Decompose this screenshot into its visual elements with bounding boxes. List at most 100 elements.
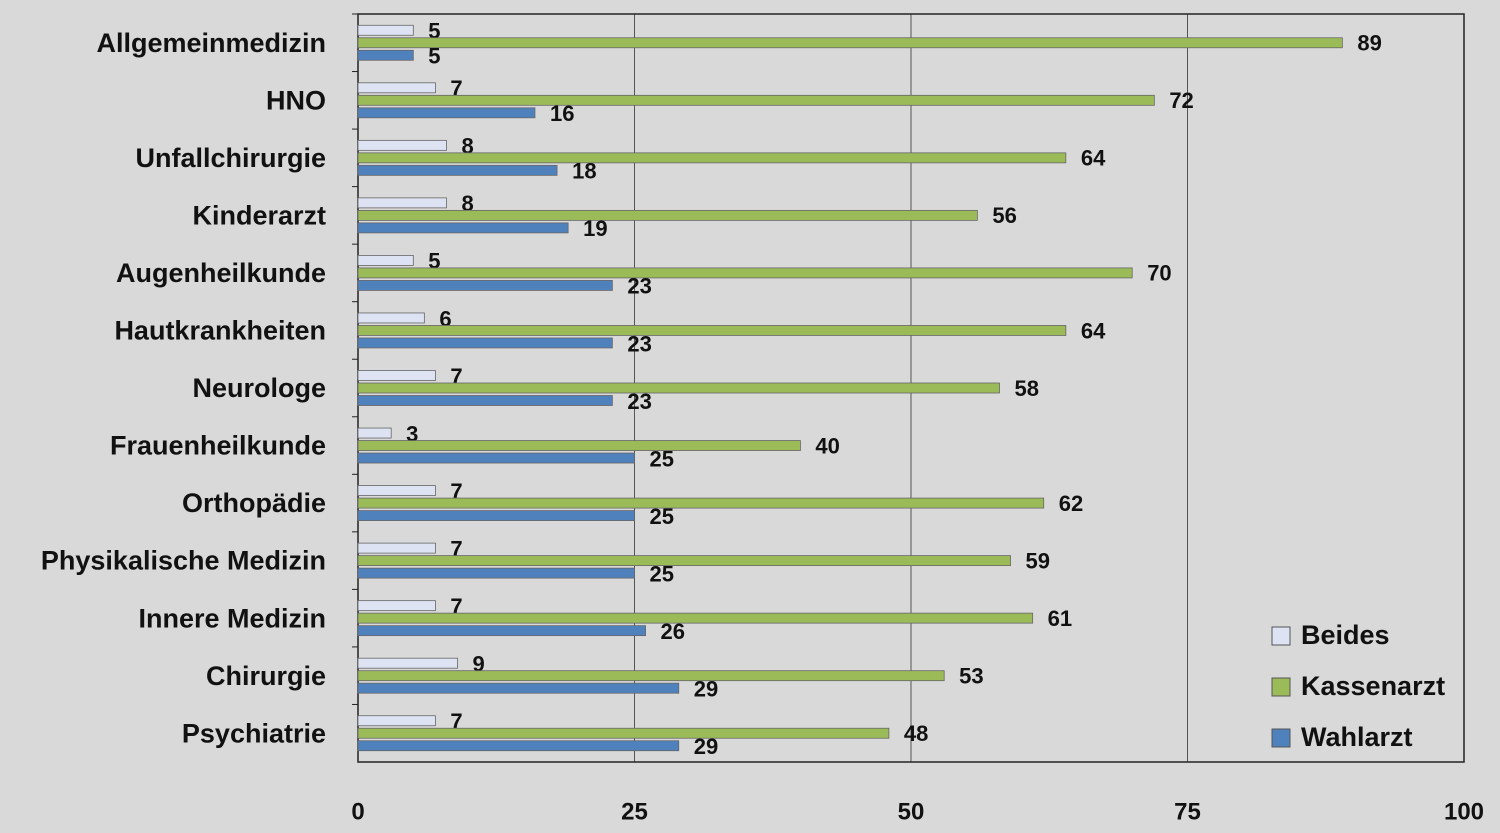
y-tick-label: Orthopädie	[182, 488, 326, 518]
bar	[357, 222, 569, 234]
bar	[357, 670, 945, 682]
bar	[357, 37, 1343, 49]
legend-swatch	[1271, 626, 1291, 646]
bar	[357, 337, 613, 349]
data-label: 64	[1081, 318, 1106, 343]
y-tick-label: Allgemeinmedizin	[96, 28, 326, 58]
bar	[357, 139, 447, 151]
x-tick-label: 0	[351, 798, 364, 825]
data-label: 7	[450, 594, 462, 619]
bar	[357, 82, 436, 94]
bar	[357, 197, 447, 209]
data-label: 72	[1169, 88, 1193, 113]
bar	[357, 497, 1045, 509]
data-label: 64	[1081, 146, 1106, 171]
data-label: 19	[583, 216, 607, 241]
data-label: 48	[904, 721, 928, 746]
data-label: 29	[694, 734, 718, 759]
y-tick-label: HNO	[266, 85, 326, 115]
bar	[357, 312, 425, 324]
data-label: 18	[572, 159, 596, 184]
bar	[357, 440, 801, 451]
data-label: 7	[450, 364, 462, 389]
bar	[357, 370, 436, 381]
bar	[357, 107, 536, 119]
bar	[357, 49, 414, 61]
y-tick-label: Psychiatrie	[182, 718, 326, 748]
y-tick-label: Hautkrankheiten	[114, 316, 326, 346]
data-label: 16	[550, 101, 574, 126]
data-label: 8	[461, 191, 473, 216]
data-label: 23	[627, 274, 651, 299]
bar	[357, 555, 1011, 567]
data-label: 29	[694, 677, 718, 702]
bar	[357, 24, 414, 36]
y-tick-label: Neurologe	[192, 373, 326, 403]
bar	[357, 325, 1067, 336]
bar	[357, 715, 436, 727]
bar	[357, 740, 680, 752]
data-label: 26	[661, 619, 685, 644]
data-label: 9	[473, 652, 485, 677]
y-tick-label: Augenheilkunde	[116, 258, 326, 288]
data-label: 25	[650, 561, 674, 586]
legend-label: Wahlarzt	[1301, 722, 1413, 752]
data-label: 7	[450, 76, 462, 101]
bar	[357, 209, 978, 221]
data-label: 89	[1357, 31, 1381, 56]
y-tick-label: Innere Medizin	[138, 603, 326, 633]
data-label: 7	[450, 479, 462, 504]
legend-swatch	[1271, 677, 1291, 697]
bar	[357, 427, 392, 439]
bar	[357, 625, 646, 637]
data-label: 3	[406, 421, 418, 446]
data-label: 62	[1059, 491, 1083, 516]
bar	[357, 510, 635, 521]
bar	[357, 657, 458, 669]
data-label: 6	[439, 306, 451, 331]
y-tick-label: Chirurgie	[206, 661, 326, 691]
x-tick-label: 75	[1174, 798, 1201, 825]
bar	[357, 567, 635, 579]
y-tick-label: Kinderarzt	[192, 201, 326, 231]
bar	[357, 280, 613, 291]
bar	[357, 255, 414, 266]
bar	[357, 452, 635, 464]
bar	[357, 382, 1000, 394]
bar	[357, 542, 436, 554]
y-tick-label: Frauenheilkunde	[110, 431, 326, 461]
x-tick-label: 25	[621, 798, 648, 825]
legend-label: Kassenarzt	[1301, 671, 1445, 701]
data-label: 59	[1026, 548, 1050, 573]
data-label: 56	[992, 203, 1016, 228]
x-tick-label: 100	[1444, 798, 1484, 825]
x-tick-label: 50	[898, 798, 925, 825]
y-tick-label: Physikalische Medizin	[41, 546, 326, 576]
bar	[357, 682, 680, 694]
bar	[357, 164, 558, 176]
data-label: 7	[450, 536, 462, 561]
data-label: 40	[815, 433, 839, 458]
bar	[357, 727, 890, 739]
data-label: 23	[627, 331, 651, 356]
bar	[357, 612, 1034, 624]
data-label: 5	[428, 19, 440, 44]
data-label: 53	[959, 664, 983, 689]
bar	[357, 94, 1155, 106]
data-label: 58	[1014, 376, 1038, 401]
data-label: 70	[1147, 261, 1171, 286]
bar	[357, 395, 613, 406]
legend-swatch	[1271, 728, 1291, 748]
data-label: 5	[428, 44, 440, 69]
data-label: 8	[461, 134, 473, 159]
legend-label: Beides	[1301, 620, 1390, 650]
bar	[357, 267, 1133, 279]
bar	[357, 600, 436, 612]
data-label: 25	[650, 504, 674, 529]
data-label: 5	[428, 249, 440, 274]
y-tick-label: Unfallchirurgie	[135, 143, 326, 173]
data-label: 61	[1048, 606, 1072, 631]
data-label: 23	[627, 389, 651, 414]
bar	[357, 152, 1067, 164]
